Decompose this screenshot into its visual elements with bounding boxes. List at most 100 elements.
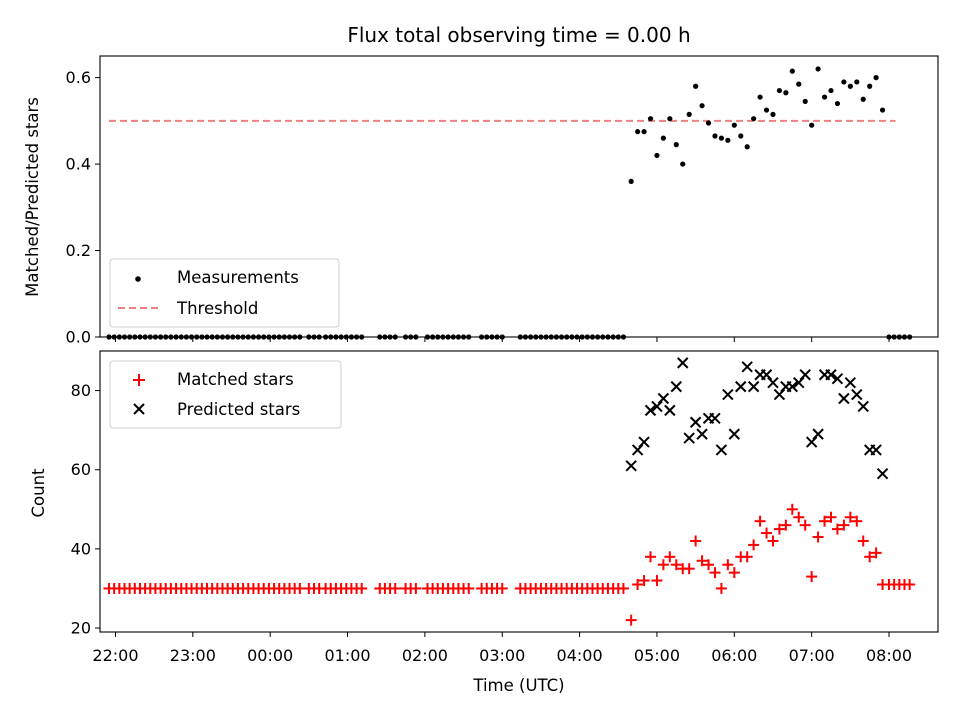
measurement-point (731, 122, 737, 128)
x-stroke-b (799, 369, 811, 381)
predicted-star-point (644, 404, 657, 417)
measurement-point (796, 81, 802, 87)
matched-star-point (410, 582, 422, 594)
matched-star-point (496, 582, 508, 594)
measurement-point (712, 133, 718, 139)
y-tick-label: 0.4 (66, 155, 91, 174)
measurement-point (809, 122, 815, 128)
y-tick-label: 20 (71, 619, 91, 638)
x-stroke-b (825, 369, 837, 381)
x-stroke-b (876, 467, 889, 480)
matched-star-point (819, 515, 831, 527)
measurement-point (867, 83, 873, 89)
matched-star-point (703, 559, 715, 571)
ratio-y-axis: 0.0 0.2 0.4 0.6 (66, 68, 100, 347)
x-stroke-b (625, 460, 637, 472)
matched-star-point (709, 567, 721, 579)
predicted-star-point (851, 388, 863, 401)
measurement-point (718, 135, 725, 141)
matched-star-point (657, 559, 669, 571)
measurement-point (725, 137, 731, 143)
x-stroke-b (631, 444, 644, 456)
measurement-point (815, 66, 821, 72)
count-y-axis: 20 40 60 80 (71, 381, 100, 638)
measurement-point (821, 94, 828, 100)
legend-measurements-label: Measurements (177, 268, 299, 287)
x-stroke-b (670, 380, 682, 393)
predicted-star-point (760, 369, 773, 381)
x-stroke-b (793, 376, 805, 389)
count-marks (103, 357, 916, 626)
y-tick-label: 0.2 (66, 241, 91, 260)
predicted-star-point (870, 444, 882, 456)
x-stroke-b (831, 372, 844, 385)
measurement-point (654, 152, 660, 159)
y-tick-label: 40 (71, 539, 91, 558)
x-tick-label: 00:00 (247, 646, 293, 665)
count-legend: Matched stars Predicted stars (109, 360, 342, 429)
x-stroke-b (767, 376, 779, 389)
measurement-point (693, 83, 699, 89)
measurement-point (660, 135, 666, 141)
predicted-star-point (722, 388, 734, 401)
predicted-star-point (670, 380, 682, 393)
x-stroke-b (760, 369, 773, 381)
x-tick-label: 03:00 (479, 646, 525, 665)
matched-star-point (683, 563, 695, 575)
matched-star-point (812, 531, 824, 543)
x-stroke-b (838, 392, 850, 405)
x-tick-label: 04:00 (557, 646, 603, 665)
predicted-star-point (683, 432, 695, 444)
predicted-star-point (651, 400, 663, 413)
x-tick-label: 01:00 (324, 646, 370, 665)
measurement-point (834, 100, 841, 107)
matched-star-point (722, 559, 734, 571)
y-tick-label: 0.6 (66, 68, 91, 87)
measurement-point (647, 116, 654, 122)
x-stroke-b (851, 388, 863, 401)
x-stroke-b (689, 416, 702, 428)
matched-star-point (748, 539, 760, 551)
measurement-point (802, 98, 808, 104)
measurement-point (847, 83, 853, 89)
matched-star-point (670, 559, 682, 571)
matched-star-point (664, 551, 676, 563)
predicted-star-point (638, 436, 650, 448)
predicted-star-point (805, 436, 818, 448)
predicted-star-point (715, 444, 728, 456)
chart-title: Flux total observing time = 0.00 h (347, 23, 690, 47)
x-stroke-b (741, 361, 753, 373)
predicted-star-point (799, 369, 811, 381)
measurement-point (667, 116, 673, 122)
count-panel: 20 40 60 80 22:00 23:00 00:00 01:00 02:00 03:00 0… (29, 350, 939, 695)
ratio-legend: Measurements Threshold (109, 258, 340, 328)
x-tick-label: 05:00 (634, 646, 680, 665)
legend-matched-marker (133, 374, 145, 386)
matched-star-point (793, 511, 805, 523)
x-stroke-b (844, 376, 857, 389)
measurement-point (757, 94, 763, 100)
predicted-star-point (857, 400, 869, 413)
y-tick-label: 80 (71, 381, 91, 400)
matched-star-point (715, 582, 727, 594)
measurement-point (680, 161, 686, 167)
x-stroke-b (870, 444, 882, 456)
matched-star-point (799, 519, 811, 531)
x-stroke-b (644, 404, 657, 417)
matched-star-point (864, 551, 876, 563)
predicted-star-point (657, 392, 670, 405)
predicted-star-point (844, 376, 857, 389)
matched-star-point (851, 515, 863, 527)
measurement-point (744, 144, 750, 150)
legend-predicted-label: Predicted stars (177, 400, 300, 419)
measurement-point (828, 87, 834, 94)
measurement-point (686, 111, 692, 117)
matched-star-point (696, 555, 708, 567)
legend-threshold-label: Threshold (176, 299, 258, 318)
predicted-star-point (728, 428, 741, 440)
measurement-point (751, 116, 757, 122)
measurement-point (873, 75, 879, 81)
predicted-star-point (696, 428, 708, 440)
measurement-point (860, 96, 866, 102)
x-stroke-b (747, 380, 760, 393)
